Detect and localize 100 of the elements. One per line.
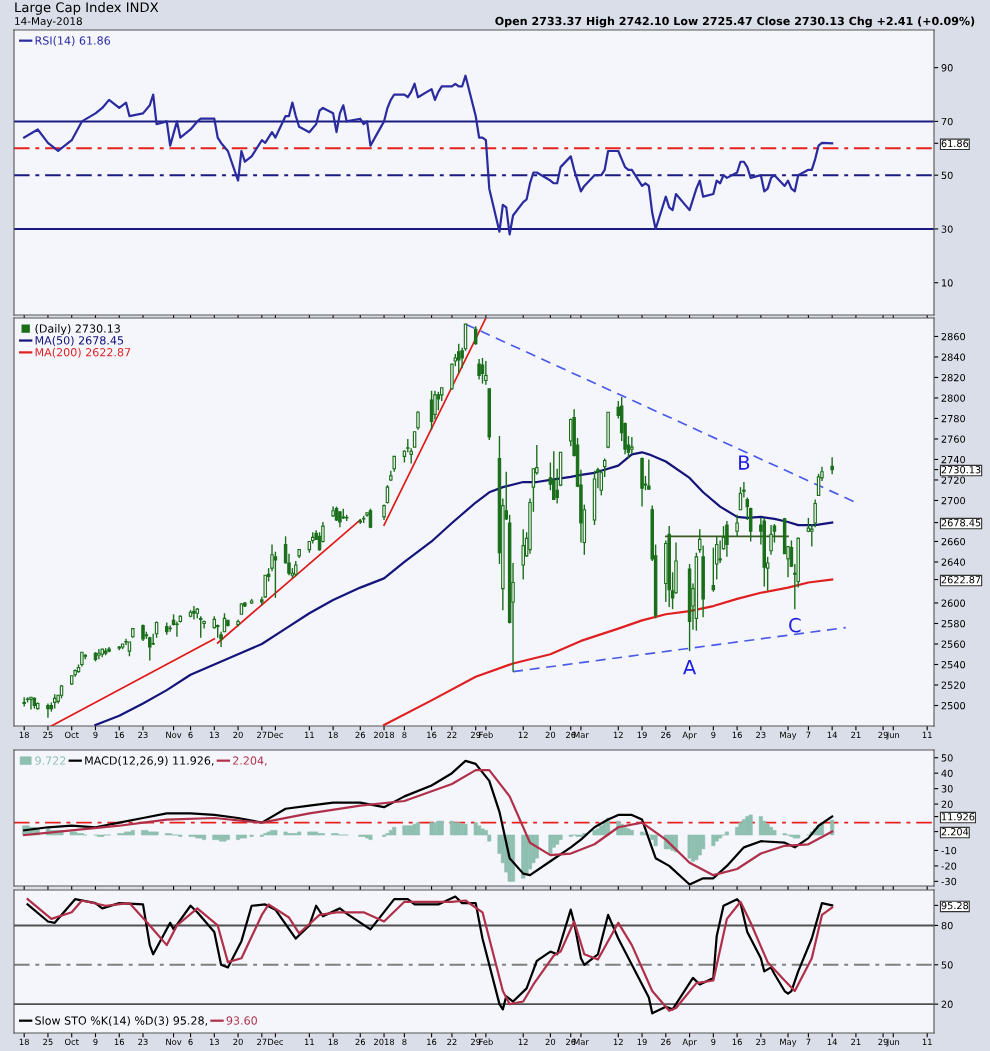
x-tick-label: 13: [209, 731, 219, 739]
x-tick-label: Dec: [268, 731, 283, 739]
y-tick-label: 50: [941, 171, 953, 180]
y-tick-label: 2600: [941, 599, 966, 607]
y-tick-label: 2860: [941, 332, 966, 341]
x-tick-label: 21: [851, 1038, 861, 1045]
x-tick-label: 27: [257, 1038, 267, 1045]
x-tick-label: 22: [447, 731, 457, 738]
x-tick-label: May: [780, 1038, 797, 1047]
x-tick-label: 9: [93, 1038, 98, 1046]
x-tick-label: 14: [827, 1038, 837, 1045]
x-tick-label: Apr: [682, 731, 697, 740]
x-tick-label: Oct: [64, 731, 79, 739]
y-tick-label: -10: [941, 846, 957, 855]
x-tick-label: 29: [471, 731, 481, 739]
x-tick-label: Oct: [64, 1038, 79, 1046]
x-tick-label: 13: [209, 1038, 219, 1046]
legend-label: MA(200) 2622.87: [35, 347, 131, 358]
y-tick-label: 20: [941, 800, 953, 808]
x-tick-label: Nov: [166, 731, 182, 739]
y-tick-label: 2520: [941, 681, 966, 689]
x-tick-label: 20: [545, 1038, 556, 1046]
y-tick-label: 95.28: [941, 901, 969, 910]
legend-label: RSI(14) 61.86: [35, 36, 111, 47]
y-tick-label: -20: [941, 862, 957, 870]
x-tick-label: 11: [304, 1038, 314, 1045]
x-tick-label: 23: [756, 731, 766, 739]
x-tick-label: 12: [518, 1038, 528, 1045]
y-tick-label: 2500: [941, 701, 966, 710]
y-tick-label: 2660: [941, 537, 966, 546]
y-tick-label: 2580: [941, 619, 966, 628]
x-tick-label: 27: [257, 731, 267, 738]
y-tick-label: 30: [941, 785, 953, 793]
legend-label: 9.722: [35, 756, 66, 765]
x-tick-label: Feb: [479, 1038, 493, 1046]
x-tick-label: 2018: [374, 731, 395, 739]
x-tick-label: 11: [304, 731, 314, 738]
y-tick-label: 2840: [941, 353, 966, 361]
x-tick-label: 12: [518, 731, 528, 738]
x-tick-label: Feb: [479, 731, 493, 739]
x-tick-label: 12: [613, 1038, 623, 1045]
x-tick-label: 20: [233, 731, 243, 739]
y-tick-label: 2820: [941, 373, 966, 382]
legend-label: 93.60: [226, 1016, 257, 1025]
chart-title: Large Cap Index INDX: [15, 2, 159, 15]
y-tick-label: 90: [941, 64, 953, 72]
x-tick-label: 23: [138, 1038, 148, 1046]
x-tick-label: 26: [355, 731, 366, 739]
y-tick-label: 2740: [941, 455, 966, 464]
y-tick-label: 50: [941, 754, 953, 762]
y-tick-label: 2560: [941, 640, 966, 648]
x-tick-label: 16: [427, 731, 437, 739]
y-tick-label: 61.86: [941, 139, 969, 148]
y-tick-label: 2800: [941, 394, 966, 402]
y-tick-label: 20: [941, 1000, 953, 1008]
y-tick-label: 2622.87: [941, 576, 981, 584]
annotation: B: [739, 455, 750, 470]
y-tick-label: 40: [941, 769, 953, 778]
text: Open 2733.37 High 2742.10 Low 2725.47 Close 2730.13 Chg +2.41 (+0.09%): [495, 16, 975, 28]
x-tick-label: 21: [851, 731, 861, 738]
x-tick-label: 8: [402, 1038, 407, 1046]
x-tick-label: 26: [355, 1038, 366, 1046]
x-tick-label: 18: [328, 731, 338, 739]
x-tick-label: 14: [827, 731, 837, 738]
x-tick-label: 29: [471, 1038, 481, 1046]
y-tick-label: 2760: [941, 435, 966, 443]
x-tick-label: 16: [732, 731, 742, 739]
x-tick-label: 20: [545, 731, 556, 739]
x-tick-label: Apr: [682, 1038, 697, 1047]
x-tick-label: 22: [447, 1038, 457, 1045]
x-tick-label: 18: [328, 1038, 338, 1046]
x-tick-label: 2018: [374, 1038, 395, 1046]
legend-label: Slow STO %K(14) %D(3) 95.28,: [35, 1016, 208, 1027]
x-tick-label: 16: [114, 1038, 125, 1046]
x-tick-label: 16: [427, 1038, 437, 1046]
legend-label: (Daily) 2730.13: [35, 324, 120, 335]
y-tick-label: 2700: [941, 496, 966, 505]
y-tick-label: 2.204: [941, 828, 969, 836]
x-tick-label: 18: [19, 731, 29, 739]
x-tick-label: Nov: [166, 1038, 182, 1046]
x-tick-label: 7: [806, 1038, 811, 1045]
x-tick-label: 23: [756, 1038, 766, 1046]
y-tick-label: 2678.45: [941, 519, 981, 527]
y-tick-label: 50: [941, 961, 953, 969]
x-tick-label: 20: [233, 1038, 243, 1046]
x-tick-label: 9: [711, 731, 716, 739]
chart-subtitle: 14-May-2018: [15, 17, 82, 28]
x-tick-label: 19: [637, 731, 647, 739]
x-tick-label: 7: [806, 731, 811, 738]
x-tick-label: 6: [188, 731, 193, 739]
legend-label: MA(50) 2678.45: [35, 335, 124, 346]
legend-label: 2.204,: [233, 756, 267, 766]
x-tick-label: 19: [637, 1038, 647, 1046]
y-tick-label: 2720: [941, 476, 966, 484]
y-tick-label: 2640: [941, 558, 966, 566]
x-tick-label: May: [780, 731, 797, 740]
y-tick-label: 70: [941, 117, 953, 126]
y-tick-label: -30: [941, 877, 957, 886]
x-tick-label: 6: [188, 1038, 193, 1046]
x-tick-label: 11: [922, 1038, 932, 1045]
